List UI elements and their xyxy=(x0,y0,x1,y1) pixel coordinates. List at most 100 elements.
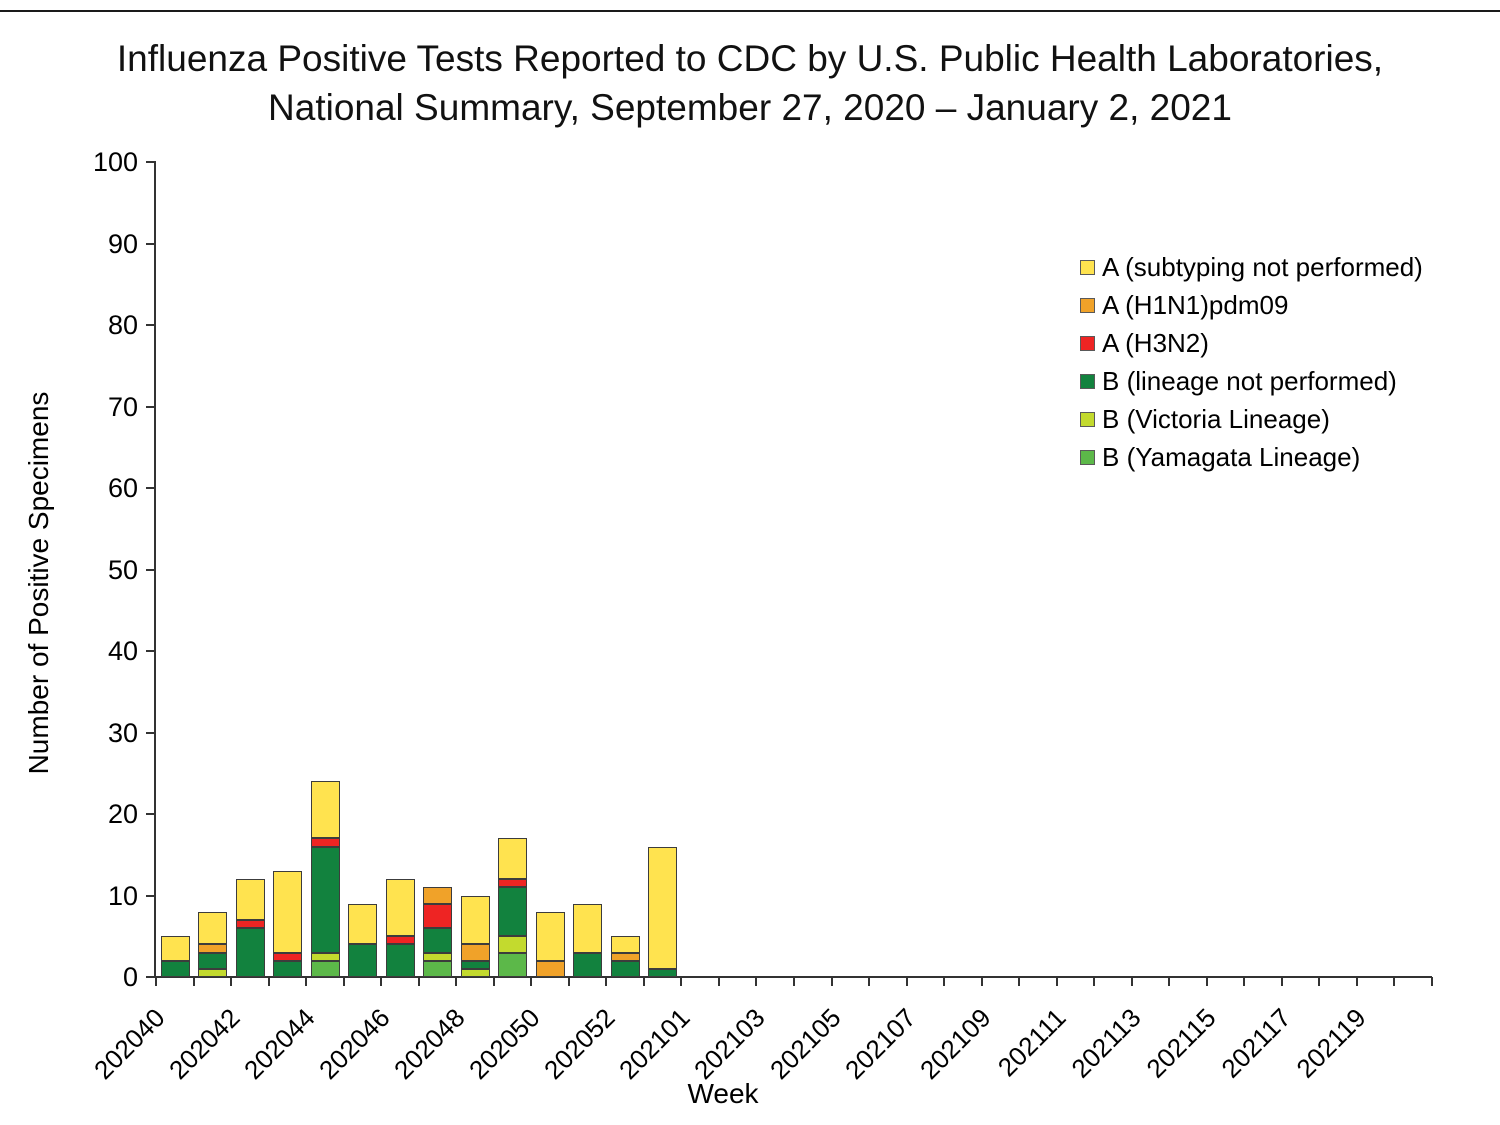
bar-segment-202051 xyxy=(573,903,603,953)
x-tick xyxy=(793,977,795,986)
x-tick xyxy=(492,977,495,986)
x-tick-label: 202113 xyxy=(1065,1002,1147,1084)
y-tick-label: 100 xyxy=(92,147,138,177)
x-tick xyxy=(1093,977,1096,986)
legend-item: A (H3N2) xyxy=(1080,328,1423,358)
x-tick xyxy=(1393,977,1396,986)
x-tick xyxy=(717,977,720,986)
x-tick-label: 202115 xyxy=(1140,1002,1222,1084)
x-tick xyxy=(305,977,308,986)
bar-segment-202053 xyxy=(648,846,678,969)
x-tick-label: 202040 xyxy=(88,1002,171,1085)
x-tick xyxy=(605,977,608,986)
bar-segment-202049 xyxy=(498,936,528,953)
bar-segment-202049 xyxy=(498,887,528,937)
x-tick xyxy=(417,977,420,986)
bar-segment-202052 xyxy=(610,952,640,961)
bar-segment-202050 xyxy=(535,911,565,961)
legend-label: A (H3N2) xyxy=(1102,328,1209,358)
y-tick xyxy=(146,976,156,978)
bar-segment-202052 xyxy=(610,960,640,977)
bar-segment-202044 xyxy=(310,960,340,977)
legend-swatch-icon xyxy=(1080,373,1095,389)
bar-segment-202045 xyxy=(348,903,378,945)
bar-segment-202047 xyxy=(423,960,453,977)
x-tick xyxy=(530,977,533,986)
x-tick xyxy=(1130,977,1133,986)
x-tick xyxy=(868,977,871,986)
x-tick-label: 202042 xyxy=(163,1002,246,1085)
bar-segment-202047 xyxy=(423,928,453,953)
bar-segment-202051 xyxy=(573,952,603,977)
x-tick-label: 202050 xyxy=(463,1002,546,1085)
bar-segment-202040 xyxy=(160,960,190,977)
bar-segment-202048 xyxy=(460,944,490,961)
x-tick-label: 202109 xyxy=(913,1002,997,1085)
x-axis-title: Week xyxy=(687,1078,759,1109)
bar-segment-202043 xyxy=(273,960,303,977)
x-tick xyxy=(1055,977,1058,986)
legend: A (subtyping not performed) A (H1N1)pdm09… xyxy=(1080,252,1423,480)
bar-segment-202046 xyxy=(385,936,415,945)
y-axis-title: Number of Positive Specimens xyxy=(23,391,54,775)
x-tick-label: 202111 xyxy=(991,1002,1072,1083)
legend-item: B (Yamagata Lineage) xyxy=(1080,442,1423,472)
bar-segment-202041 xyxy=(198,952,228,969)
bar-segment-202049 xyxy=(498,952,528,977)
x-tick xyxy=(155,977,157,986)
x-tick xyxy=(1318,977,1321,986)
y-tick-label: 80 xyxy=(107,310,138,340)
x-tick-label: 202048 xyxy=(388,1002,471,1085)
x-tick xyxy=(905,977,908,986)
x-tick xyxy=(980,977,983,986)
y-tick xyxy=(146,731,156,734)
x-tick xyxy=(1168,977,1171,986)
bar-segment-202049 xyxy=(498,838,528,880)
y-tick-label: 30 xyxy=(107,717,138,748)
x-tick xyxy=(230,977,233,986)
legend-label: B (Yamagata Lineage) xyxy=(1102,442,1361,472)
legend-swatch-icon xyxy=(1080,449,1095,465)
x-tick xyxy=(567,977,570,986)
legend-swatch-icon xyxy=(1080,297,1095,313)
x-tick xyxy=(192,977,195,986)
bar-segment-202046 xyxy=(385,879,415,937)
bar-segment-202041 xyxy=(198,944,228,953)
y-tick-label: 10 xyxy=(107,880,138,911)
top-border-line xyxy=(0,10,1500,12)
y-tick-label: 60 xyxy=(107,473,138,503)
x-tick xyxy=(1243,977,1246,986)
y-tick xyxy=(146,813,156,815)
x-axis-line xyxy=(146,976,1432,978)
x-tick xyxy=(1431,977,1433,986)
y-tick xyxy=(146,487,156,489)
y-tick-label: 0 xyxy=(122,962,138,992)
bar-segment-202043 xyxy=(273,871,303,953)
bar-segment-202048 xyxy=(460,895,490,945)
bar-segment-202048 xyxy=(460,960,490,969)
bar-segment-202046 xyxy=(385,944,415,977)
x-tick xyxy=(755,977,758,986)
bar-segment-202043 xyxy=(273,952,303,961)
bar-segment-202047 xyxy=(423,887,453,904)
bar-segment-202042 xyxy=(235,928,265,977)
y-tick xyxy=(146,242,156,245)
bar-segment-202042 xyxy=(235,919,265,929)
y-tick-label: 40 xyxy=(107,636,138,666)
x-tick xyxy=(342,977,345,986)
y-tick xyxy=(146,568,156,571)
bar-segment-202048 xyxy=(460,968,490,977)
bar-segment-202044 xyxy=(310,781,340,839)
y-tick xyxy=(146,161,156,163)
bar-segment-202047 xyxy=(423,952,453,961)
y-tick xyxy=(146,650,156,652)
legend-label: B (Victoria Lineage) xyxy=(1102,404,1330,434)
legend-item: B (lineage not performed) xyxy=(1080,366,1423,396)
legend-item: A (H1N1)pdm09 xyxy=(1080,290,1423,320)
x-tick xyxy=(1355,977,1358,986)
chart-title: Influenza Positive Tests Reported to CDC… xyxy=(0,34,1500,132)
x-tick-label: 202119 xyxy=(1290,1002,1372,1084)
y-tick xyxy=(146,324,156,326)
x-tick-label: 202117 xyxy=(1215,1002,1297,1084)
